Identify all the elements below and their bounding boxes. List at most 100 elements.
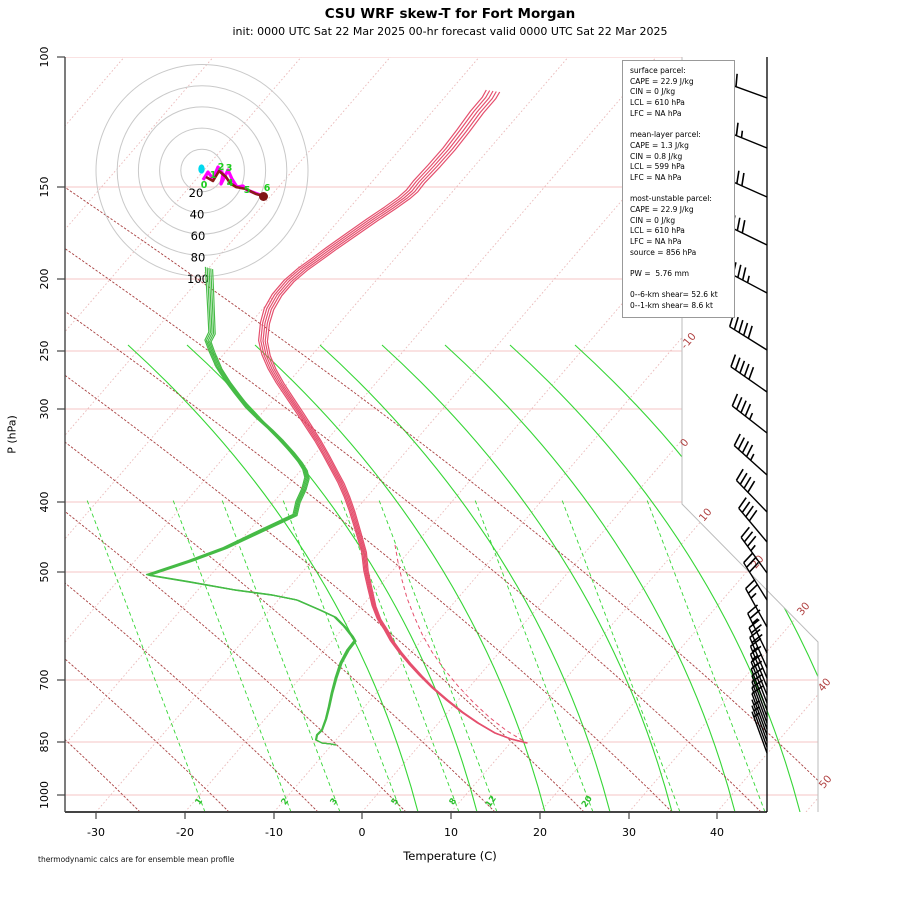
hodograph-ring (95, 64, 309, 277)
stats-line: CIN = 0.8 J/kg (630, 151, 683, 161)
hodograph-ring-label: 80 (191, 251, 206, 265)
mixing-ratio-label: 12 (484, 794, 499, 809)
mixing-ratio-label: 8 (448, 796, 460, 807)
dewpoint-member (147, 267, 356, 746)
temperature-tick-label: 0 (359, 826, 366, 839)
temperature-tick-label: -30 (87, 826, 105, 839)
stats-line (630, 119, 734, 130)
stats-line: 0--1-km shear= 8.6 kt (630, 301, 713, 311)
parcel-trace (394, 544, 528, 744)
mixing-ratio-label: 3 (329, 796, 341, 807)
hodograph-ring-label: 20 (189, 186, 204, 200)
pressure-tick-label: 300 (38, 399, 51, 420)
hodograph-ring (137, 106, 267, 235)
hodograph-ring-label: 60 (191, 229, 206, 243)
pressure-tick-label: 150 (38, 177, 51, 198)
stats-line: most-unstable parcel: (630, 194, 712, 204)
stats-line: CAPE = 1.3 J/kg (630, 140, 689, 150)
stats-line: surface parcel: (630, 66, 686, 75)
hodograph-km-label: 2 (218, 162, 225, 173)
dewpoint-member (145, 266, 355, 746)
wind-barb (745, 578, 768, 628)
wind-barb (751, 667, 768, 718)
pressure-tick-label: 250 (38, 341, 51, 362)
wind-barb (731, 393, 768, 434)
stats-line: LFC = NA hPa (630, 172, 682, 182)
stats-line: CIN = 0 J/kg (630, 215, 676, 225)
wind-barb (751, 705, 768, 748)
wind-barb (751, 711, 768, 754)
stats-line: LCL = 599 hPa (630, 162, 685, 172)
chart-subtitle: init: 0000 UTC Sat 22 Mar 2025 00-hr for… (232, 25, 668, 38)
stats-line: LFC = NA hPa (630, 237, 682, 246)
hodograph-trace-mean (205, 169, 264, 198)
isotherm-label: 30 (795, 600, 813, 618)
temperature-tick-label: 20 (533, 826, 547, 839)
sounding-traces (145, 89, 528, 746)
stats-line: PW = 5.76 mm (630, 269, 690, 279)
pressure-axis-label: P (hPa) (5, 415, 19, 454)
pressure-tick-label: 1000 (38, 781, 51, 809)
pressure-tick-label: 200 (38, 269, 51, 290)
mixing-ratio-label: 20 (580, 794, 595, 809)
dewpoint-member (149, 269, 357, 746)
temperature-tick-label: -10 (265, 826, 283, 839)
stats-line: CAPE = 22.9 J/kg (630, 204, 694, 214)
mixing-ratio-label: 1 (194, 796, 206, 807)
hodograph-km-label: 1 (210, 170, 217, 181)
hodograph-km-label: 6 (264, 183, 271, 194)
isotherm-label: 50 (817, 773, 835, 791)
hodograph-ring (180, 148, 224, 193)
wind-barb (733, 433, 768, 476)
stats-line (630, 280, 734, 291)
moist-adiabats (127, 344, 818, 812)
mixing-ratio-label: 2 (280, 796, 292, 807)
stats-line: 0--6-km shear= 52.6 kt (630, 290, 718, 300)
wind-barb (747, 604, 768, 654)
dry-adiabats (65, 57, 818, 812)
hodograph-km-label: 5 (244, 185, 251, 196)
pressure-tick-label: 850 (38, 732, 51, 753)
temperature-tick-label: 40 (710, 826, 724, 839)
wind-barb (751, 673, 768, 724)
mixing-ratio-lines (86, 499, 766, 812)
pressure-gridlines (65, 57, 818, 796)
dewpoint-trace (145, 266, 357, 746)
hodograph-ring-label: 100 (187, 272, 209, 286)
hodograph-ring (116, 85, 288, 256)
hodograph-km-label: 4 (227, 178, 234, 189)
hodograph: 20 40 60 80 100 012 3 45 6 (95, 64, 309, 286)
parcel-stats-panel: surface parcel: CAPE = 22.9 J/kg CIN = 0 J… (622, 60, 735, 318)
dewpoint-member (146, 267, 355, 746)
wind-barb (735, 468, 768, 513)
stats-line: CIN = 0 J/kg (630, 87, 676, 97)
pressure-tick-label: 700 (38, 670, 51, 691)
mixing-ratio-labels: 1 2 3 5 8 12 20 (194, 794, 595, 809)
temperature-member (262, 90, 528, 744)
wind-barb (730, 354, 768, 393)
stats-line: mean-layer parcel: (630, 130, 701, 140)
stats-line: source = 856 hPa (630, 247, 697, 257)
stats-line (630, 258, 734, 269)
wind-barb (728, 314, 768, 351)
wind-barb (751, 685, 768, 736)
temperature-member (260, 90, 527, 744)
hodograph-ring-label: 40 (190, 208, 205, 222)
stats-line: LFC = NA hPa (630, 108, 682, 118)
stats-line: LCL = 610 hPa (630, 98, 685, 108)
mixing-ratio-label: 5 (390, 796, 402, 807)
temperature-tick-label: 10 (444, 826, 458, 839)
temperature-member (266, 91, 528, 744)
stats-line: CAPE = 22.9 J/kg (630, 76, 694, 86)
wind-barb (740, 526, 768, 574)
hodograph-km-label: 0 (201, 180, 208, 191)
pressure-tick-label: 100 (38, 47, 51, 68)
page-title: CSU WRF skew-T for Fort Morgan (324, 6, 576, 22)
hodograph-km-label: 3 (226, 163, 233, 174)
pressure-tick-label: 500 (38, 562, 51, 583)
hodograph-surface-dot (198, 164, 205, 174)
wind-barb (738, 497, 768, 543)
temperature-tick-label: -20 (176, 826, 194, 839)
